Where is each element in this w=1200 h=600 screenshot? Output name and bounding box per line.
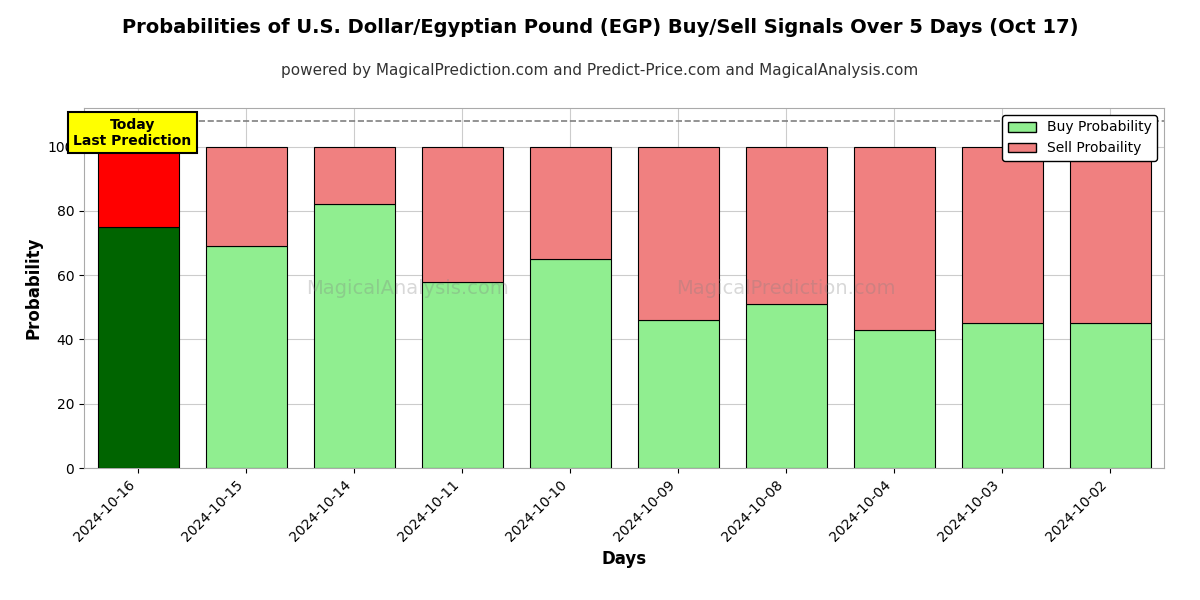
Bar bbox=[853, 146, 935, 330]
Bar bbox=[421, 146, 503, 281]
Bar bbox=[961, 323, 1043, 468]
Bar bbox=[313, 205, 395, 468]
Legend: Buy Probability, Sell Probaility: Buy Probability, Sell Probaility bbox=[1002, 115, 1157, 161]
Text: powered by MagicalPrediction.com and Predict-Price.com and MagicalAnalysis.com: powered by MagicalPrediction.com and Pre… bbox=[281, 63, 919, 78]
Bar bbox=[97, 146, 179, 227]
Bar bbox=[637, 320, 719, 468]
Bar bbox=[529, 146, 611, 259]
Bar bbox=[529, 259, 611, 468]
Bar bbox=[853, 330, 935, 468]
Bar bbox=[205, 246, 287, 468]
Bar bbox=[97, 227, 179, 468]
Text: Probabilities of U.S. Dollar/Egyptian Pound (EGP) Buy/Sell Signals Over 5 Days (: Probabilities of U.S. Dollar/Egyptian Po… bbox=[121, 18, 1079, 37]
Text: Today
Last Prediction: Today Last Prediction bbox=[73, 118, 192, 148]
Bar bbox=[205, 146, 287, 246]
Text: MagicalPrediction.com: MagicalPrediction.com bbox=[677, 278, 895, 298]
X-axis label: Days: Days bbox=[601, 550, 647, 568]
Y-axis label: Probability: Probability bbox=[24, 237, 42, 339]
Bar bbox=[961, 146, 1043, 323]
Text: MagicalAnalysis.com: MagicalAnalysis.com bbox=[307, 278, 509, 298]
Bar bbox=[745, 304, 827, 468]
Bar bbox=[637, 146, 719, 320]
Bar bbox=[745, 146, 827, 304]
Bar bbox=[421, 281, 503, 468]
Bar bbox=[1069, 146, 1151, 323]
Bar bbox=[313, 146, 395, 205]
Bar bbox=[1069, 323, 1151, 468]
